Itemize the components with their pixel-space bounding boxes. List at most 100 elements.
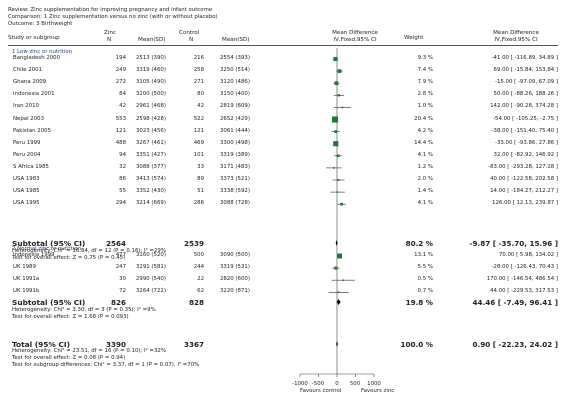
effect-box — [334, 81, 339, 86]
subtotal-control-n-1: 2539 — [183, 239, 204, 248]
row-zinc-mean: 3351 (427) — [136, 151, 166, 158]
row-zinc-mean: 2990 (540) — [136, 276, 166, 283]
total-zinc-n: 3390 — [105, 340, 126, 349]
row-zinc-mean: 3160 (520) — [136, 252, 166, 258]
review-title: Review: Zinc supplementation for improvi… — [8, 7, 213, 13]
outcome-title: Outcome: 3 Birthweight — [8, 21, 73, 27]
row-control-n: 62 — [197, 288, 204, 295]
row-zinc-mean: 3105 (490) — [136, 79, 166, 86]
row-zinc-n: 194 — [115, 55, 126, 61]
row-study: UK 1989 — [13, 264, 36, 271]
row-md-text: 40.00 [ -122.58, 202.58 ] — [490, 176, 558, 182]
total-weight: 100.0 % — [400, 340, 433, 349]
row-study: Pakistan 2005 — [13, 127, 52, 134]
axis-tick-label: 500 — [349, 381, 361, 387]
subtotal-label-1: Subtotal (95% CI) — [12, 239, 86, 248]
row-control-n: 244 — [193, 264, 204, 271]
effect-box — [337, 291, 340, 294]
row-zinc-n: 42 — [119, 103, 126, 110]
subtotal-zinc-n-1: 2564 — [105, 239, 126, 248]
effect-box — [341, 106, 344, 109]
subgroup-differences: Test for subgroup differences: Chi² = 3.… — [12, 362, 200, 368]
effect-box — [333, 56, 338, 62]
row-study: USA 1995 — [13, 200, 40, 207]
row-control-n: 22 — [197, 276, 204, 283]
row-md-text: -15.00 [ -97.09, 67.09 ] — [495, 79, 558, 86]
row-weight: 0.7 % — [417, 288, 433, 295]
group-label-1: 1 Low zinc or nutrition — [12, 49, 73, 55]
row-control-mean: 2554 (393) — [220, 55, 250, 61]
row-control-mean: 2820 (600) — [220, 276, 250, 283]
row-md-text: 69.00 [ -15.84, 153.84 ] — [493, 67, 558, 74]
row-md-text: -54.00 [ -105.25, -2.75 ] — [493, 115, 558, 122]
row-control-n: 33 — [197, 163, 204, 170]
subtotal-weight-2: 19.8 % — [405, 298, 433, 307]
row-zinc-mean: 3413 (574) — [136, 176, 166, 182]
total-diamond — [336, 341, 338, 347]
row-zinc-n: 86 — [119, 176, 126, 182]
row-study: Chile 2001 — [13, 67, 42, 74]
effect-box — [337, 179, 340, 181]
row-md-text: -83.00 [ -293.28, 127.28 ] — [488, 163, 558, 170]
total-control-n: 3367 — [183, 340, 204, 349]
col-control-mean: Mean(SD) — [222, 37, 250, 43]
row-control-n: 500 — [193, 252, 204, 258]
row-control-mean: 3120 (486) — [220, 79, 250, 86]
effect-box — [340, 202, 344, 206]
row-md-text: 50.00 [ -88.26, 188.26 ] — [493, 91, 558, 98]
row-md-text: 44.00 [ -229.53, 317.53 ] — [490, 288, 558, 295]
row-control-n: 258 — [193, 67, 204, 74]
row-weight: 20.4 % — [414, 115, 433, 122]
axis-tick-label: 0 — [335, 381, 339, 387]
col-zinc-n: N — [107, 37, 112, 43]
row-zinc-n: 477 — [115, 252, 126, 258]
row-control-mean: 3319 (531) — [220, 264, 250, 271]
row-control-n: 42 — [197, 103, 204, 110]
row-zinc-mean: 3267 (461) — [136, 139, 166, 146]
col-study: Study or subgroup — [8, 35, 60, 41]
effect-box — [333, 141, 339, 147]
total-label: Total (95% CI) — [12, 340, 70, 349]
col-control-n: N — [189, 37, 194, 43]
row-control-mean: 2819 (609) — [220, 103, 250, 110]
axis-tick-label: -500 — [311, 381, 325, 387]
row-zinc-n: 249 — [115, 67, 126, 74]
row-zinc-n: 121 — [115, 127, 126, 134]
row-weight: 13.1 % — [414, 252, 433, 258]
row-control-mean: 3319 (389) — [220, 151, 250, 158]
subtotal-control-n-2: 828 — [188, 298, 204, 307]
row-control-mean: 3338 (592) — [220, 188, 250, 195]
row-control-n: 286 — [193, 200, 204, 207]
row-zinc-mean: 2598 (428) — [136, 115, 166, 122]
row-control-n: 271 — [193, 79, 204, 86]
row-weight: 7.4 % — [417, 67, 433, 74]
row-zinc-mean: 3352 (430) — [136, 188, 166, 195]
favours-zinc-label: Favours zinc — [361, 388, 395, 394]
effect-box — [331, 116, 339, 123]
row-weight: 5.5 % — [417, 264, 433, 271]
row-md-text: 32.00 [ -82.92, 146.92 ] — [493, 151, 558, 158]
row-weight: 4.1 % — [417, 151, 433, 158]
row-zinc-mean: 2513 (390) — [136, 55, 166, 61]
effect-box — [337, 253, 343, 259]
row-study: UK 1991a — [13, 276, 40, 283]
col-md: Mean Difference — [332, 30, 378, 36]
row-zinc-n: 488 — [115, 139, 126, 146]
row-study: Peru 1999 — [13, 139, 41, 146]
row-weight: 14.4 % — [414, 139, 433, 146]
row-zinc-n: 272 — [115, 79, 126, 86]
row-md-text: 126.00 [ 12.13, 239.87 ] — [492, 200, 558, 207]
heterogeneity-2: Heterogeneity: Chi² = 3.30, df = 3 (P = … — [12, 307, 156, 313]
row-control-mean: 3061 (444) — [220, 127, 250, 134]
row-md-text: -38.00 [ -151.40, 75.40 ] — [491, 127, 558, 134]
favours-control-label: Favours control — [300, 388, 342, 394]
row-control-mean: 3088 (728) — [220, 200, 250, 207]
row-zinc-n: 55 — [119, 188, 126, 195]
col-md2-sub: IV,Fixed,95% CI — [494, 37, 538, 43]
row-md-text: -41.00 [ -116.89, 34.89 ] — [491, 55, 558, 61]
row-zinc-mean: 3023 (456) — [136, 127, 166, 134]
overall-effect-1: Test for overall effect: Z = 0.75 (P = 0… — [12, 255, 126, 261]
row-study: Bangladesh 2000 — [13, 55, 61, 61]
row-weight: 1.4 % — [417, 188, 433, 195]
col-weight: Weight — [404, 35, 424, 41]
